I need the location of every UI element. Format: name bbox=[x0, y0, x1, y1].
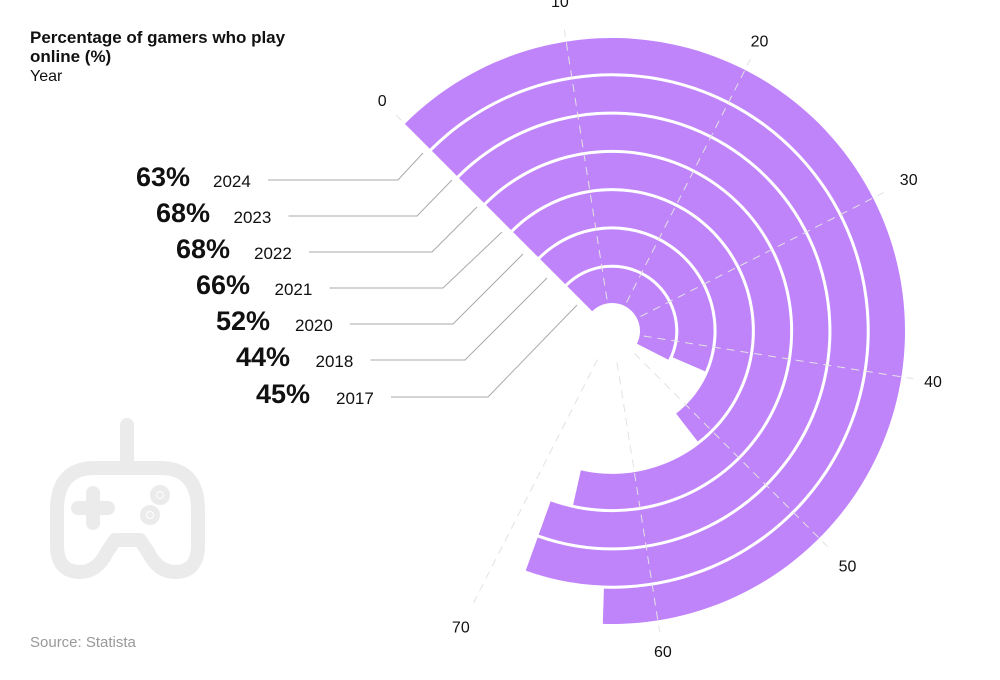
axis-tick-label: 10 bbox=[551, 0, 569, 11]
bar-2023 bbox=[431, 76, 867, 586]
value-label: 44% bbox=[236, 342, 290, 372]
year-label: 2017 bbox=[336, 389, 374, 408]
value-label: 63% bbox=[136, 162, 190, 192]
value-label: 66% bbox=[196, 270, 250, 300]
leader-line bbox=[350, 253, 524, 325]
axis-tick-label: 70 bbox=[452, 620, 470, 637]
axis-tick-label: 0 bbox=[378, 93, 387, 110]
leader-line bbox=[309, 206, 478, 253]
year-label: 2020 bbox=[295, 316, 333, 335]
axis-spoke bbox=[643, 335, 914, 380]
value-label: 45% bbox=[256, 379, 310, 409]
bar-2024 bbox=[404, 37, 905, 624]
leader-line bbox=[391, 304, 578, 398]
chart-title: Percentage of gamers who play online (%) bbox=[30, 28, 286, 66]
leader-line bbox=[288, 179, 453, 217]
bar-2018 bbox=[540, 229, 714, 372]
axis-tick-label: 30 bbox=[900, 172, 918, 189]
value-label: 68% bbox=[176, 234, 230, 264]
axis-spoke bbox=[616, 362, 661, 633]
axis-spoke bbox=[473, 359, 598, 603]
axis-tick-label: 60 bbox=[654, 644, 672, 661]
leader-line bbox=[268, 152, 424, 181]
value-label: 52% bbox=[216, 306, 270, 336]
axis-spoke bbox=[640, 192, 884, 317]
axis-spoke bbox=[563, 29, 608, 300]
axis-spoke bbox=[395, 114, 402, 121]
bar-2020 bbox=[513, 191, 752, 442]
leader-line bbox=[329, 231, 503, 289]
leader-line bbox=[370, 277, 548, 361]
axis-spoke bbox=[626, 59, 751, 303]
bar-2021 bbox=[486, 152, 791, 510]
axis-spoke bbox=[634, 353, 829, 548]
year-label: 2022 bbox=[254, 244, 292, 263]
axis-tick-label: 40 bbox=[924, 374, 942, 391]
value-label: 68% bbox=[156, 198, 210, 228]
source-note: Source: Statista bbox=[30, 634, 136, 651]
axis-tick-label: 20 bbox=[751, 33, 769, 50]
year-label: 2023 bbox=[234, 208, 272, 227]
bar-2022 bbox=[458, 114, 829, 548]
game-controller-icon bbox=[50, 418, 205, 579]
chart-subtitle: Year bbox=[30, 68, 63, 85]
year-label: 2021 bbox=[275, 280, 313, 299]
year-label: 2024 bbox=[213, 172, 251, 191]
year-label: 2018 bbox=[316, 352, 354, 371]
axis-tick-label: 50 bbox=[839, 558, 857, 575]
